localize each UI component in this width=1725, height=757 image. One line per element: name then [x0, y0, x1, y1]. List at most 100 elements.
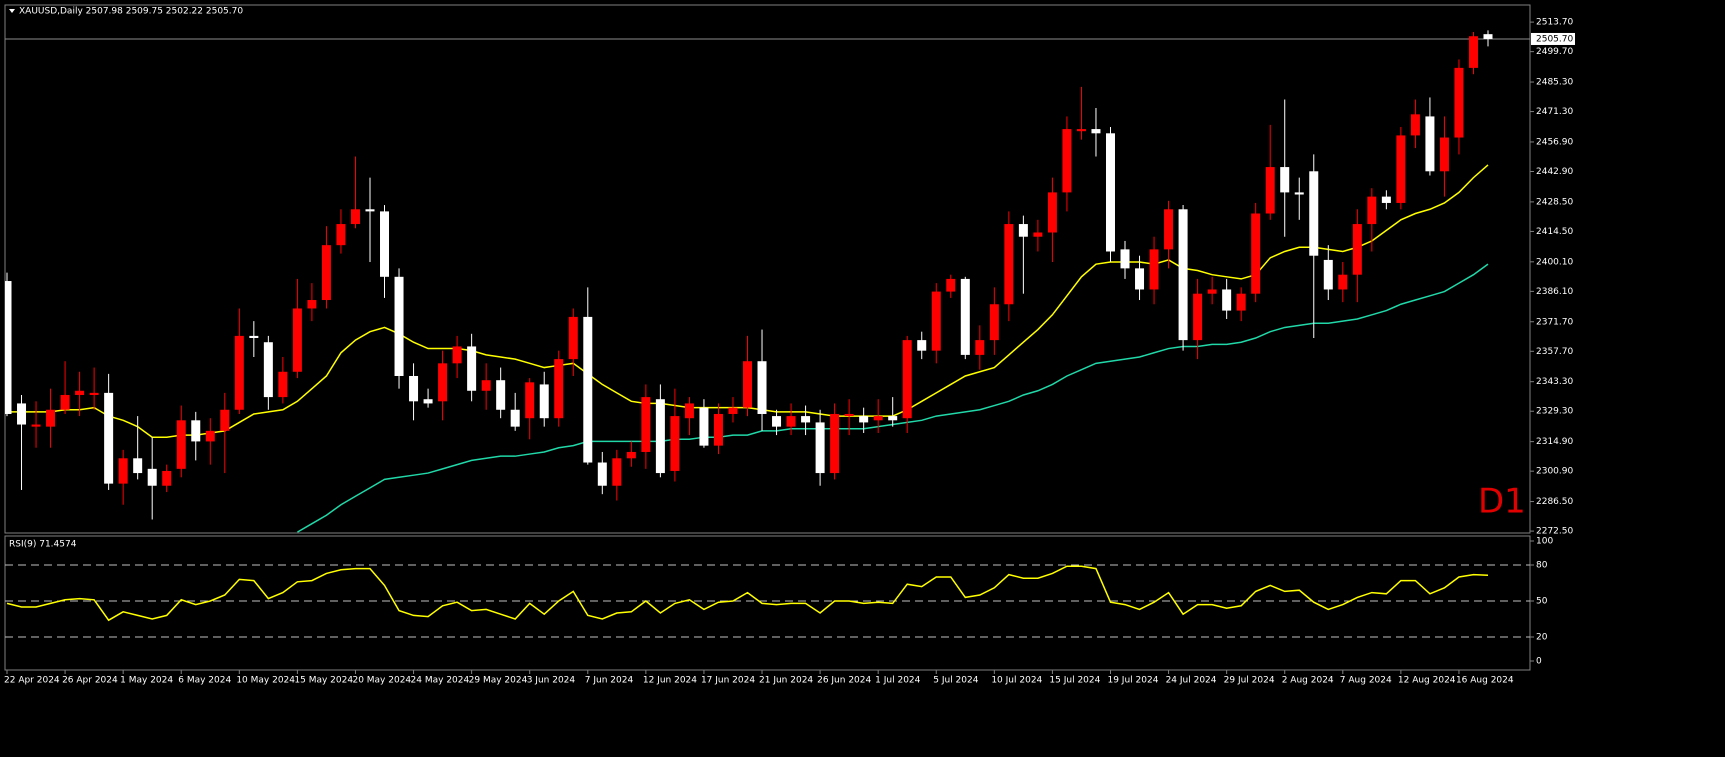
x-tick-label: 12 Jun 2024	[643, 676, 697, 686]
candle-body	[699, 407, 709, 446]
candle-body	[1164, 209, 1174, 250]
candle-body	[176, 420, 186, 469]
candle-body	[205, 430, 215, 442]
candle-body	[597, 462, 607, 486]
candle-body	[626, 451, 636, 459]
candle-body	[728, 407, 738, 414]
candle-body	[191, 420, 201, 442]
y-tick-label: 2329.30	[1536, 407, 1573, 417]
candle-body	[1149, 249, 1159, 290]
y-tick-label: 2400.10	[1536, 257, 1573, 267]
y-tick-label: 2513.70	[1536, 18, 1573, 28]
x-tick-label: 16 Aug 2024	[1456, 676, 1514, 686]
axes: 2513.70 2499.70 2485.30 2471.30 2456.90 2442.…	[4, 18, 1575, 686]
candle-body	[743, 361, 752, 408]
y-tick-label: 2343.30	[1536, 377, 1573, 387]
candle-body	[5, 281, 12, 414]
candle-body	[365, 209, 375, 212]
y-tick-label: 2272.50	[1536, 527, 1573, 537]
candle-body	[801, 416, 811, 423]
candle-body	[1265, 167, 1275, 214]
candle-body	[380, 211, 390, 277]
x-tick-label: 29 May 2024	[469, 676, 528, 686]
candle-body	[1091, 129, 1101, 134]
candle-body	[75, 390, 85, 395]
last-price-label: 2505.70	[1536, 34, 1573, 44]
candle-body	[234, 335, 244, 410]
candle-body	[1367, 196, 1377, 225]
candle-body	[220, 409, 230, 431]
x-tick-label: 6 May 2024	[178, 676, 231, 686]
x-tick-label: 2 Aug 2024	[1282, 676, 1334, 686]
candle-body	[1236, 293, 1246, 311]
x-tick-label: 26 Jun 2024	[817, 676, 871, 686]
candle-body	[684, 403, 694, 419]
x-tick-label: 17 Jun 2024	[701, 676, 755, 686]
candle-body	[1193, 293, 1203, 341]
x-tick-label: 10 May 2024	[236, 676, 295, 686]
candle-body	[1410, 114, 1420, 136]
x-tick-label: 7 Aug 2024	[1340, 676, 1392, 686]
candle-body	[17, 403, 27, 425]
x-tick-label: 1 Jul 2024	[875, 676, 920, 686]
candle-body	[438, 363, 448, 402]
candle-body	[452, 346, 462, 364]
candle-body	[60, 394, 70, 410]
candle-body	[292, 308, 302, 372]
candle-body	[249, 335, 259, 339]
candle-body	[1352, 224, 1362, 275]
candle-body	[1381, 196, 1391, 203]
candle-body	[423, 399, 433, 404]
x-tick-label: 15 Jul 2024	[1049, 676, 1100, 686]
candle-body	[786, 416, 796, 427]
candle-body	[336, 224, 346, 246]
y-tick-label: 0	[1536, 657, 1542, 667]
y-tick-label: 100	[1536, 537, 1553, 547]
y-tick-label: 2456.90	[1536, 137, 1573, 147]
candle-body	[568, 316, 578, 360]
candle-body	[89, 392, 99, 395]
candle-body	[1439, 137, 1449, 172]
candle-body	[1062, 129, 1072, 193]
candle-body	[1294, 192, 1304, 195]
main-panel	[4, 4, 1531, 534]
last-price-box	[1531, 32, 1575, 45]
candle-body	[1425, 116, 1435, 172]
candle-body	[1338, 274, 1348, 290]
y-tick-label: 2428.50	[1536, 197, 1573, 207]
rsi-title: RSI(9) 71.4574	[9, 540, 77, 550]
main-plot	[5, 30, 1530, 533]
x-tick-label: 26 Apr 2024	[62, 676, 118, 686]
x-tick-label: 3 Jun 2024	[527, 676, 576, 686]
candle-body	[1135, 268, 1145, 290]
x-tick-label: 29 Jul 2024	[1224, 676, 1275, 686]
candle-body	[350, 209, 360, 225]
candle-body	[902, 340, 912, 419]
candle-body	[844, 413, 854, 417]
candle-body	[321, 245, 331, 301]
candle-body	[1178, 209, 1188, 341]
x-tick-label: 19 Jul 2024	[1107, 676, 1158, 686]
y-tick-label: 2414.50	[1536, 227, 1573, 237]
x-tick-label: 1 May 2024	[120, 676, 173, 686]
y-tick-label: 50	[1536, 597, 1548, 607]
y-tick-label: 2442.90	[1536, 167, 1573, 177]
x-tick-label: 22 Apr 2024	[4, 676, 60, 686]
candle-body	[162, 470, 172, 486]
candle-body	[713, 413, 723, 446]
candle-body	[278, 371, 288, 398]
y-tick-label: 2286.50	[1536, 497, 1573, 507]
candle-body	[539, 384, 549, 419]
candle-body	[1018, 224, 1028, 237]
x-tick-label: 20 May 2024	[352, 676, 411, 686]
candle-body	[1251, 213, 1261, 294]
candle-body	[1396, 135, 1406, 203]
candle-body	[394, 276, 404, 376]
candle-body	[104, 392, 114, 484]
candle-body	[1033, 232, 1043, 237]
candle-body	[1468, 36, 1478, 68]
candle-body	[46, 409, 56, 427]
candle-body	[1207, 289, 1217, 294]
candle-body	[975, 340, 985, 355]
candle-body	[263, 342, 273, 398]
